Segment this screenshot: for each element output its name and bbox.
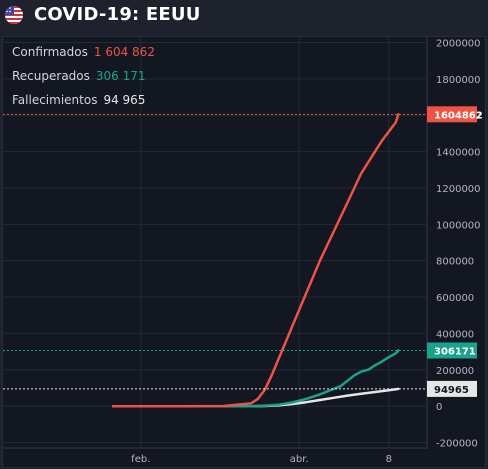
y-tick-label: 1200000 bbox=[436, 184, 481, 195]
us-flag-icon bbox=[5, 6, 23, 24]
chart-frame bbox=[2, 36, 486, 468]
series-line-confirmed bbox=[111, 113, 400, 408]
legend-confirmed: Confirmados 1 604 862 bbox=[12, 45, 155, 59]
last-value-badge bbox=[427, 342, 477, 359]
legend-deaths-value: 94 965 bbox=[103, 93, 146, 107]
y-tick-label: 2000000 bbox=[436, 38, 481, 49]
x-tick-label: feb. bbox=[131, 454, 150, 465]
y-tick-label: 800000 bbox=[436, 257, 474, 268]
legend-recovered-value: 306 171 bbox=[95, 69, 146, 83]
series-line-recovered bbox=[111, 349, 400, 408]
legend-confirmed-value: 1 604 862 bbox=[93, 45, 155, 59]
last-value-label: 1604862 bbox=[434, 110, 483, 121]
legend-recovered: Recuperados 306 171 bbox=[12, 69, 146, 83]
y-tick-label: 1800000 bbox=[436, 75, 481, 86]
x-tick-label: 8 bbox=[386, 454, 392, 465]
last-value-label: 306171 bbox=[434, 346, 476, 357]
y-tick-label: 1000000 bbox=[436, 220, 481, 231]
legend-confirmed-label: Confirmados bbox=[12, 45, 88, 59]
header: COVID-19: EEUU bbox=[0, 0, 488, 32]
legend-recovered-label: Recuperados bbox=[12, 69, 90, 83]
series-line-deaths bbox=[111, 387, 400, 408]
page-title: COVID-19: EEUU bbox=[34, 4, 201, 25]
y-tick-label: 400000 bbox=[436, 329, 474, 340]
y-tick-label: 200000 bbox=[436, 366, 474, 377]
last-value-label: 94965 bbox=[434, 385, 469, 396]
last-value-badge bbox=[427, 106, 477, 123]
y-tick-label: 1400000 bbox=[436, 148, 481, 159]
legend-deaths: Fallecimientos 94 965 bbox=[12, 93, 145, 107]
y-tick-label: 600000 bbox=[436, 293, 474, 304]
y-tick-label: -200000 bbox=[436, 439, 478, 450]
last-value-badge bbox=[427, 380, 477, 397]
y-tick-label: 0 bbox=[436, 402, 442, 413]
x-tick-label: abr. bbox=[290, 454, 309, 465]
legend-deaths-label: Fallecimientos bbox=[12, 93, 98, 107]
